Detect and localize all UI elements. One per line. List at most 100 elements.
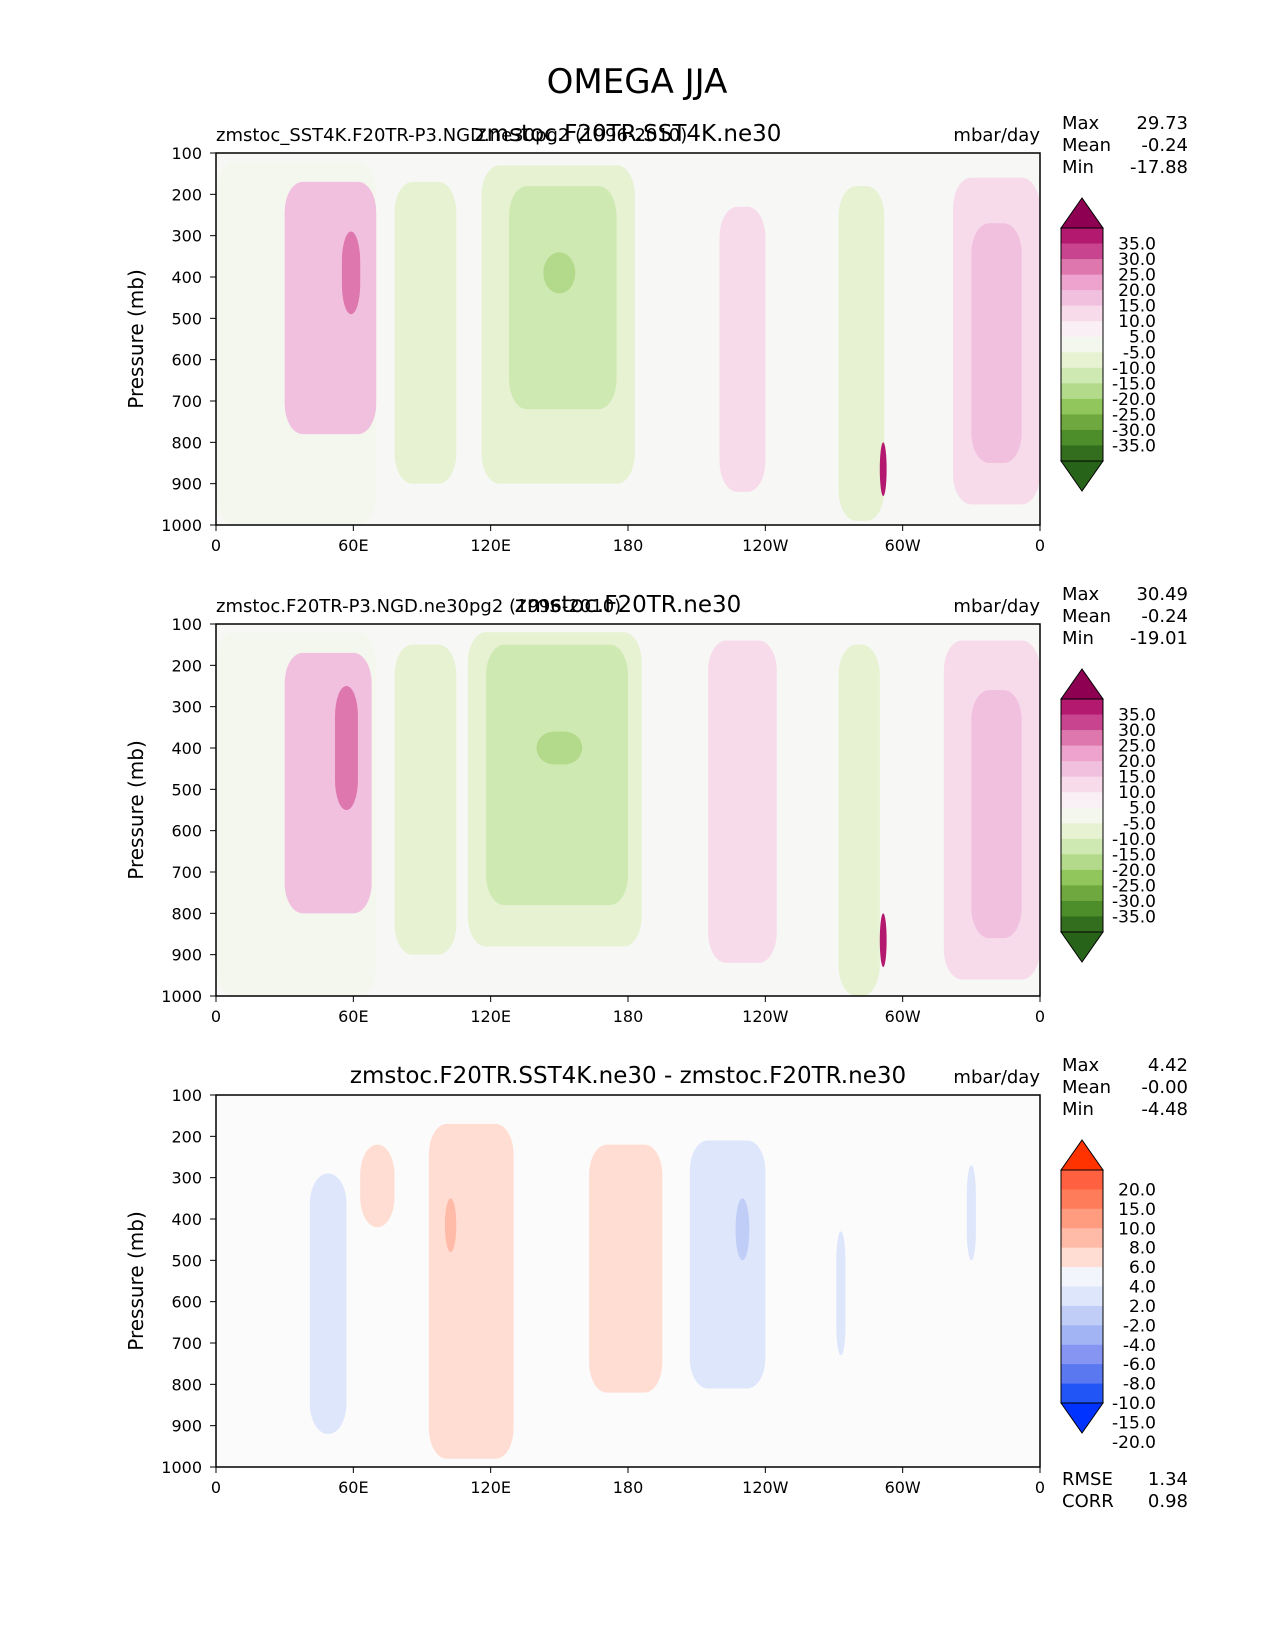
- y-tick-label: 100: [171, 144, 202, 163]
- colorbar-bin: [1061, 352, 1103, 369]
- colorbar-bin: [1061, 1189, 1103, 1210]
- colorbar-bin: [1061, 1228, 1103, 1249]
- colorbar-label: 5.0: [1129, 328, 1156, 348]
- colorbar-bin: [1061, 1344, 1103, 1365]
- figure-title: OMEGA JJA: [547, 62, 728, 102]
- y-tick-label: 800: [171, 904, 202, 923]
- stat-label: Max: [1062, 1055, 1100, 1076]
- y-axis-label: Pressure (mb): [124, 740, 148, 880]
- colorbar-frame: [1060, 698, 1104, 933]
- panel-subtitle: zmstoc_SST4K.F20TR-P3.NGD.ne30pg2 (1996-…: [216, 125, 687, 146]
- stat-label: Mean: [1062, 135, 1111, 156]
- y-tick-label: 900: [171, 946, 202, 965]
- colorbar-bin: [1061, 259, 1103, 276]
- colorbar-label: 20.0: [1118, 281, 1156, 301]
- y-tick-label: 500: [171, 780, 202, 799]
- contour-region-10: [879, 913, 887, 968]
- contour-region-3: [335, 686, 358, 810]
- contour-region-9: [838, 186, 885, 521]
- contour-region-2: [284, 652, 372, 914]
- colorbar-label: -10.0: [1112, 830, 1156, 850]
- colorbar-label: 25.0: [1118, 266, 1156, 286]
- colorbar-bin: [1061, 228, 1103, 245]
- colorbar-bin: [1061, 885, 1103, 902]
- colorbar-label: -20.0: [1112, 1433, 1156, 1453]
- x-tick-label: 0: [211, 1007, 221, 1026]
- colorbar-bin: [1061, 838, 1103, 855]
- colorbar-bin: [1061, 1325, 1103, 1346]
- colorbar-bin: [1061, 761, 1103, 778]
- colorbar-label: 4.0: [1129, 1278, 1156, 1298]
- colorbar-bin: [1061, 243, 1103, 260]
- x-tick-label: 120E: [470, 536, 511, 555]
- stat-value: -19.01: [1130, 628, 1188, 649]
- colorbar-label: 20.0: [1118, 1180, 1156, 1200]
- colorbar-bin: [1061, 1286, 1103, 1307]
- colorbar-bin: [1061, 1305, 1103, 1326]
- y-tick-label: 700: [171, 863, 202, 882]
- x-tick-label: 180: [613, 1007, 644, 1026]
- contour-region-7: [543, 252, 576, 294]
- y-tick-label: 500: [171, 1251, 202, 1270]
- contour-region-2: [284, 181, 377, 435]
- contour-regions: [216, 632, 1040, 996]
- y-tick-label: 800: [171, 433, 202, 452]
- stat-label: Max: [1062, 584, 1100, 605]
- colorbar-bin: [1061, 730, 1103, 747]
- x-tick-label: 120E: [470, 1007, 511, 1026]
- units-label: mbar/day: [953, 596, 1040, 617]
- y-tick-label: 400: [171, 268, 202, 287]
- x-tick-label: 60W: [885, 1007, 921, 1026]
- colorbar-label: -6.0: [1123, 1355, 1156, 1375]
- contour-region-4: [394, 644, 457, 955]
- colorbar: 35.030.025.020.015.010.05.0-5.0-10.0-15.…: [1060, 668, 1156, 963]
- colorbar: 35.030.025.020.015.010.05.0-5.0-10.0-15.…: [1060, 197, 1156, 492]
- colorbar-label: -15.0: [1112, 374, 1156, 394]
- colorbar-label: -30.0: [1112, 892, 1156, 912]
- contour-region-3: [341, 231, 361, 315]
- y-tick-label: 100: [171, 615, 202, 634]
- y-tick-label: 300: [171, 698, 202, 717]
- stat-value: 30.49: [1136, 584, 1188, 605]
- colorbar-label: -20.0: [1112, 390, 1156, 410]
- y-tick-label: 100: [171, 1086, 202, 1105]
- colorbar-label: 30.0: [1118, 721, 1156, 741]
- y-tick-label: 200: [171, 185, 202, 204]
- colorbar-label: 35.0: [1118, 706, 1156, 726]
- contour-region-12: [971, 223, 1022, 463]
- colorbar-label: 30.0: [1118, 250, 1156, 270]
- colorbar-bin: [1061, 445, 1103, 462]
- colorbar-label: 5.0: [1129, 799, 1156, 819]
- bottom-stat-value: 1.34: [1148, 1469, 1188, 1490]
- stat-value: -4.48: [1141, 1099, 1188, 1120]
- colorbar-bin: [1061, 916, 1103, 933]
- colorbar-bin: [1061, 305, 1103, 322]
- stat-label: Mean: [1062, 1077, 1111, 1098]
- colorbar-bin: [1061, 807, 1103, 824]
- contour-regions: [216, 161, 1040, 525]
- x-tick-label: 60E: [338, 536, 368, 555]
- colorbar-label: -2.0: [1123, 1316, 1156, 1336]
- colorbar-label: 20.0: [1118, 752, 1156, 772]
- y-tick-label: 600: [171, 822, 202, 841]
- colorbar-label: 10.0: [1118, 1219, 1156, 1239]
- y-tick-label: 1000: [161, 987, 202, 1006]
- x-tick-label: 0: [1035, 1007, 1045, 1026]
- contour-region-8: [719, 206, 766, 492]
- contour-region-9: [966, 1165, 976, 1261]
- contour-regions: [309, 1123, 976, 1459]
- colorbar-bin: [1061, 699, 1103, 716]
- contour-region-5: [589, 1144, 663, 1393]
- colorbar-bin: [1061, 367, 1103, 384]
- stat-label: Min: [1062, 628, 1094, 649]
- units-label: mbar/day: [953, 1067, 1040, 1088]
- stat-value: -17.88: [1130, 157, 1188, 178]
- colorbar-label: 15.0: [1118, 297, 1156, 317]
- y-tick-label: 600: [171, 1293, 202, 1312]
- contour-region-4: [444, 1198, 457, 1253]
- contour-region-1: [309, 1173, 347, 1434]
- colorbar-label: -15.0: [1112, 1413, 1156, 1433]
- colorbar-frame: [1060, 1169, 1104, 1404]
- colorbar-bin: [1061, 429, 1103, 446]
